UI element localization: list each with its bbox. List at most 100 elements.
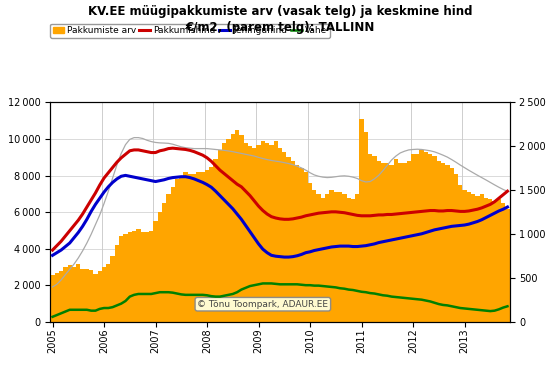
Bar [381, 163, 385, 322]
Bar [200, 172, 205, 322]
Bar [454, 174, 458, 322]
Bar [463, 190, 466, 322]
Bar [50, 274, 55, 322]
Bar [123, 234, 128, 322]
Bar [475, 196, 479, 322]
Bar [89, 270, 94, 322]
Bar [175, 179, 179, 322]
Bar [55, 273, 59, 322]
Bar [59, 271, 63, 322]
Bar [492, 201, 497, 322]
Bar [166, 194, 171, 322]
Bar [299, 168, 304, 322]
Bar [321, 198, 325, 322]
Bar [239, 135, 244, 322]
Bar [149, 231, 153, 322]
Bar [145, 232, 149, 322]
Bar [81, 269, 85, 322]
Bar [488, 199, 492, 322]
Bar [252, 148, 256, 322]
Bar [192, 174, 197, 322]
Bar [411, 154, 415, 322]
Bar [471, 194, 475, 322]
Bar [261, 141, 265, 322]
Bar [286, 157, 291, 322]
Bar [334, 192, 338, 322]
Bar [368, 154, 372, 322]
Bar [505, 209, 510, 322]
Bar [68, 265, 72, 322]
Bar [179, 176, 184, 322]
Bar [282, 152, 286, 322]
Bar [501, 203, 505, 322]
Bar [265, 143, 269, 322]
Bar [428, 154, 432, 322]
Bar [231, 134, 235, 322]
Bar [209, 167, 213, 322]
Bar [372, 156, 376, 322]
Bar [398, 163, 402, 322]
Bar [244, 143, 248, 322]
Bar [205, 170, 209, 322]
Bar [329, 190, 334, 322]
Bar [184, 172, 188, 322]
Bar [94, 274, 97, 322]
Bar [479, 194, 484, 322]
Bar [278, 148, 282, 322]
Bar [85, 269, 89, 322]
Bar [97, 271, 102, 322]
Bar [248, 146, 252, 322]
Bar [466, 192, 471, 322]
Bar [389, 165, 394, 322]
Bar [110, 256, 115, 322]
Bar [235, 130, 239, 322]
Bar [432, 156, 437, 322]
Legend: Pakkumiste arv, Pakkumishind, Tehinguhind, Vahe: Pakkumiste arv, Pakkumishind, Tehinguhin… [50, 23, 330, 38]
Bar [269, 145, 274, 322]
Bar [72, 267, 76, 322]
Bar [458, 185, 463, 322]
Bar [136, 229, 141, 322]
Bar [437, 161, 441, 322]
Bar [325, 194, 329, 322]
Bar [141, 232, 145, 322]
Bar [188, 174, 192, 322]
Bar [363, 132, 368, 322]
Bar [63, 267, 68, 322]
Bar [376, 161, 381, 322]
Bar [424, 152, 428, 322]
Bar [76, 264, 81, 322]
Bar [256, 145, 261, 322]
Bar [308, 183, 312, 322]
Bar [128, 232, 132, 322]
Bar [419, 150, 424, 322]
Text: © Tõnu Toompark, ADAUR.EE: © Tõnu Toompark, ADAUR.EE [197, 300, 328, 309]
Bar [450, 168, 454, 322]
Bar [115, 245, 119, 322]
Bar [342, 194, 347, 322]
Text: KV.EE müügipakkumiste arv (vasak telg) ja keskmine hind
€/m2, (parem telg): TALL: KV.EE müügipakkumiste arv (vasak telg) j… [88, 5, 472, 34]
Bar [291, 161, 295, 322]
Bar [394, 159, 398, 322]
Bar [338, 192, 342, 322]
Bar [347, 198, 351, 322]
Bar [415, 154, 419, 322]
Bar [402, 163, 407, 322]
Bar [497, 199, 501, 322]
Bar [355, 194, 360, 322]
Bar [385, 163, 389, 322]
Bar [360, 119, 363, 322]
Bar [213, 159, 218, 322]
Bar [226, 139, 231, 322]
Bar [119, 236, 123, 322]
Bar [445, 165, 450, 322]
Bar [106, 264, 110, 322]
Bar [441, 163, 445, 322]
Bar [316, 194, 321, 322]
Bar [484, 198, 488, 322]
Bar [158, 212, 162, 322]
Bar [162, 203, 166, 322]
Bar [312, 190, 316, 322]
Bar [407, 161, 411, 322]
Bar [304, 172, 308, 322]
